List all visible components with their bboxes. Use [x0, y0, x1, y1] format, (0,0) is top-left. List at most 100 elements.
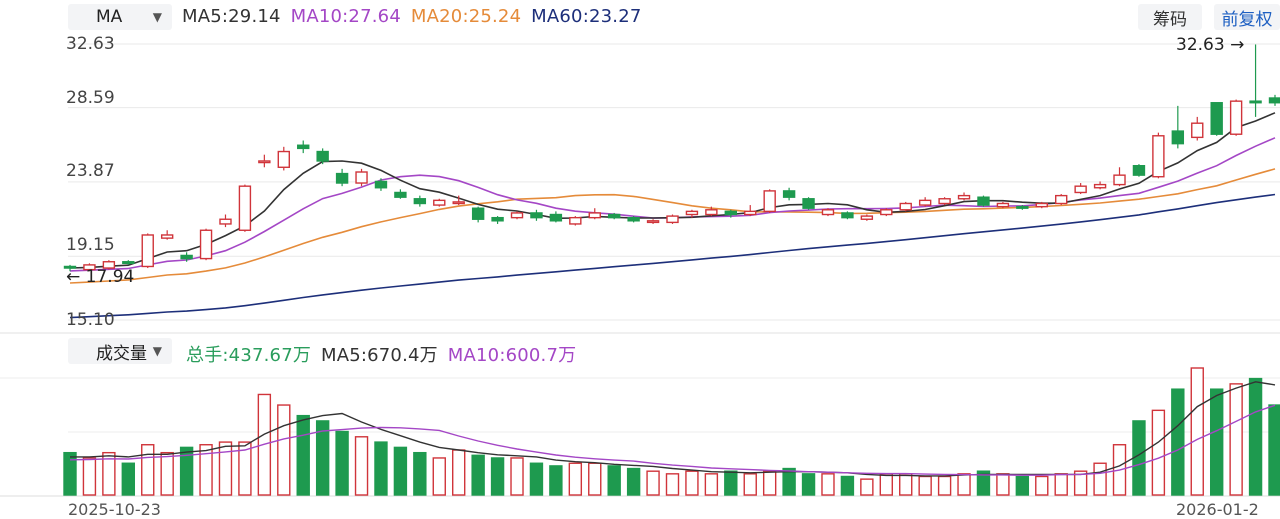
volume-bar	[1016, 476, 1028, 495]
volume-bar	[1152, 410, 1164, 495]
candle	[375, 178, 386, 191]
volume-bar	[472, 455, 484, 495]
low-marker: ← 17.94	[66, 267, 134, 287]
price-marks	[65, 44, 1280, 317]
volume-legend: 总手:437.67万 MA5:670.4万 MA10:600.7万	[186, 341, 580, 367]
volume-bar	[122, 463, 134, 495]
candle	[920, 197, 931, 206]
chevron-down-icon: ▼	[153, 344, 162, 358]
candle	[842, 211, 853, 219]
candle-body	[648, 221, 659, 223]
candle	[1056, 194, 1067, 205]
candle	[162, 230, 173, 239]
candle-body	[959, 196, 970, 199]
candle	[939, 197, 950, 205]
candle-body	[686, 211, 697, 214]
volume-bar	[686, 471, 698, 495]
candle	[978, 196, 989, 207]
volume-bar	[492, 458, 504, 495]
volume-bar	[997, 474, 1009, 495]
candle-body	[162, 235, 173, 238]
volume-bar	[939, 476, 951, 495]
candle	[356, 169, 367, 186]
volume-bar	[356, 437, 368, 495]
candle	[745, 205, 756, 216]
volume-bar	[453, 450, 465, 495]
candle-body	[414, 199, 425, 204]
volume-bar	[1250, 379, 1262, 495]
volume-bar	[375, 442, 387, 495]
candle-body	[628, 218, 639, 221]
volume-select[interactable]: 成交量 ▼	[68, 338, 172, 364]
candle	[278, 147, 289, 171]
candle-body	[803, 199, 814, 208]
volume-bar	[841, 476, 853, 495]
candle-body	[997, 203, 1008, 206]
volume-bar	[958, 474, 970, 495]
candle-body	[473, 208, 484, 219]
volume-bar	[83, 458, 95, 495]
candle	[531, 210, 542, 221]
price-axis-label: 23.87	[66, 161, 115, 181]
volume-bar	[705, 474, 717, 495]
candle	[259, 155, 270, 168]
candle-body	[1192, 123, 1203, 137]
volume-bar	[822, 474, 834, 495]
candle	[395, 189, 406, 198]
candle	[1172, 106, 1183, 149]
candle-body	[550, 215, 561, 221]
chips-button[interactable]: 筹码	[1138, 4, 1202, 30]
indicator-select[interactable]: MA ▼	[68, 4, 172, 30]
adjust-button[interactable]: 前复权	[1214, 4, 1280, 30]
volume-bar	[414, 453, 426, 495]
volume-bar	[394, 447, 406, 495]
candle	[803, 197, 814, 210]
candle-body	[1133, 166, 1144, 175]
volume-bar	[764, 471, 776, 495]
candle-body	[220, 219, 231, 224]
candle	[1192, 117, 1203, 141]
candle	[784, 188, 795, 201]
candle-body	[1270, 98, 1280, 103]
candle	[589, 208, 600, 219]
candle	[473, 207, 484, 223]
price-axis-label: 19.15	[66, 235, 115, 255]
candle-body	[375, 181, 386, 187]
candle	[1153, 133, 1164, 179]
volume-bar	[569, 463, 581, 495]
candle-body	[337, 174, 348, 183]
volume-bar	[647, 471, 659, 495]
volume-bar	[725, 471, 737, 495]
candle-body	[1172, 131, 1183, 144]
chevron-down-icon: ▼	[153, 10, 162, 24]
candle-body	[706, 210, 717, 215]
vol-ma10-legend: MA10:600.7万	[448, 345, 577, 366]
candle	[900, 202, 911, 211]
candle	[550, 211, 561, 222]
low-marker-value: 17.94	[86, 267, 135, 287]
volume-bar	[667, 474, 679, 495]
volume-select-label: 成交量	[96, 339, 147, 364]
candle	[1133, 164, 1144, 177]
candle-body	[434, 200, 445, 205]
volume-bar	[278, 405, 290, 495]
volume-bar	[608, 466, 620, 495]
volume-bar	[336, 432, 348, 496]
candle-body	[298, 145, 309, 148]
candle-body	[764, 191, 775, 211]
volume-bar	[1191, 368, 1203, 495]
volume-bar	[628, 469, 640, 495]
candle	[1270, 95, 1280, 106]
volume-bar	[433, 458, 445, 495]
candle-body	[609, 215, 620, 218]
volume-bar	[1230, 384, 1242, 495]
candle	[298, 141, 309, 154]
candle-body	[570, 218, 581, 224]
candle-body	[531, 213, 542, 218]
candle-body	[1153, 136, 1164, 177]
candle-body	[1114, 175, 1125, 184]
candle-body	[181, 255, 192, 258]
volume-bar	[1211, 389, 1223, 495]
candle	[1075, 183, 1086, 194]
volume-bar	[1055, 474, 1067, 495]
